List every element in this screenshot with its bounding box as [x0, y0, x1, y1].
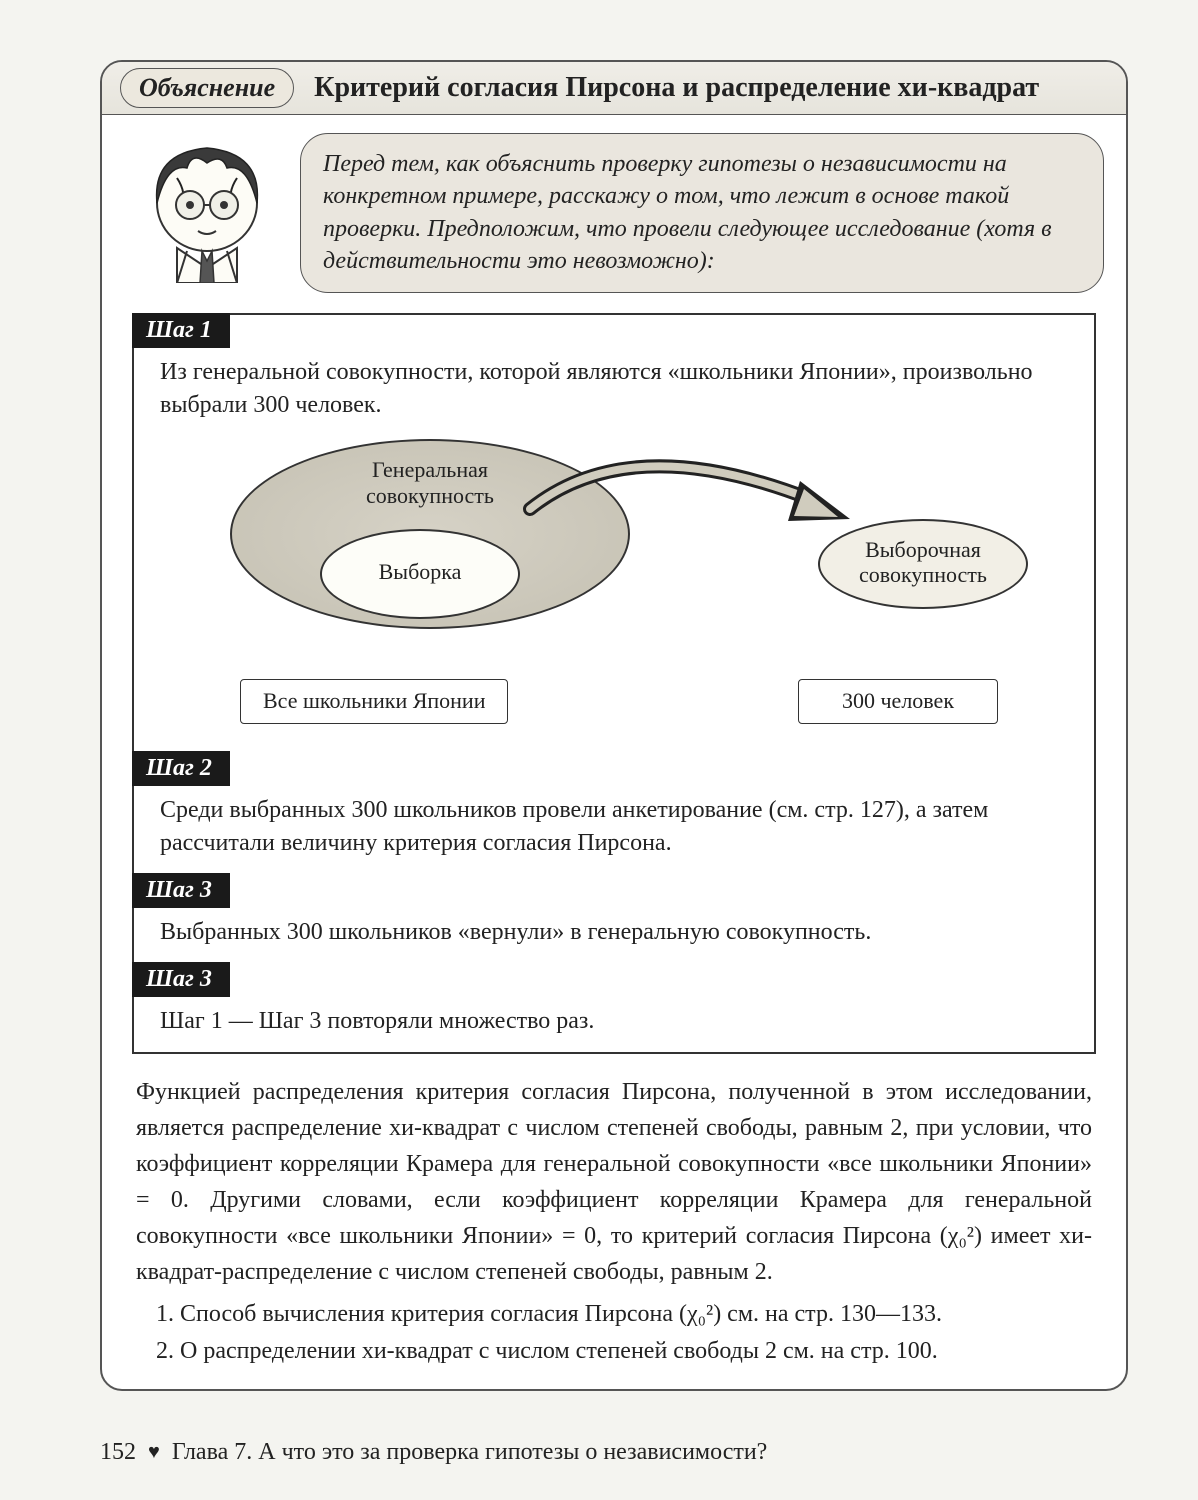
page-frame: Объяснение Критерий согласия Пирсона и р… — [100, 60, 1128, 1391]
explain-pill: Объяснение — [120, 68, 294, 108]
manga-character-icon — [132, 133, 282, 283]
intro-row: Перед тем, как объяснить проверку гипоте… — [102, 115, 1126, 299]
step-3b: Шаг 3 Шаг 1 — Шаг 3 повторяли множество … — [134, 964, 1094, 1053]
step-1-body: Из генеральной совокупности, которой явл… — [160, 359, 1033, 419]
footnote-2: 2. О распределении хи-квадрат с числом с… — [156, 1333, 1092, 1370]
footnote-1: 1. Способ вычисления критерия согласия П… — [156, 1296, 1092, 1333]
chapter-title: Глава 7. А что это за проверка гипотезы … — [172, 1439, 767, 1466]
steps-box: Шаг 1 Из генеральной совокупности, котор… — [132, 313, 1096, 1055]
step-3a: Шаг 3 Выбранных 300 школьников «вернули»… — [134, 875, 1094, 964]
character-avatar — [132, 133, 282, 283]
step-2-text: Среди выбранных 300 школьников провели а… — [134, 786, 1094, 875]
sample-ellipse: Выборка — [320, 529, 520, 619]
footnotes: 1. Способ вычисления критерия согласия П… — [102, 1294, 1126, 1388]
step-3a-text: Выбранных 300 школьников «вернули» в ген… — [134, 908, 1094, 964]
sampling-diagram: Генеральная совокупность Выборка Выбороч… — [160, 429, 1068, 739]
step-1: Шаг 1 Из генеральной совокупности, котор… — [134, 315, 1094, 753]
page-number: 152 — [100, 1439, 136, 1466]
step-tag-3a: Шаг 3 — [132, 873, 230, 908]
speech-bubble: Перед тем, как объяснить проверку гипоте… — [300, 133, 1104, 293]
step-tag-2: Шаг 2 — [132, 751, 230, 786]
heart-icon: ♥ — [148, 1441, 160, 1464]
header-bar: Объяснение Критерий согласия Пирсона и р… — [102, 62, 1126, 115]
page-footer: 152 ♥ Глава 7. А что это за проверка гип… — [100, 1439, 767, 1466]
explanation-paragraph: Функцией распределения критерия согласия… — [102, 1064, 1126, 1294]
step-3b-text: Шаг 1 — Шаг 3 повторяли множество раз. — [134, 997, 1094, 1053]
page-title: Критерий согласия Пирсона и распределени… — [304, 64, 1049, 112]
population-box-label: Все школьники Японии — [240, 679, 508, 724]
sample-box-label: 300 человек — [798, 679, 998, 724]
step-tag-1: Шаг 1 — [132, 313, 230, 348]
step-1-text: Из генеральной совокупности, которой явл… — [134, 348, 1094, 753]
sample-set-ellipse: Выборочная совокупность — [818, 519, 1028, 609]
step-2: Шаг 2 Среди выбранных 300 школьников про… — [134, 753, 1094, 875]
step-tag-3b: Шаг 3 — [132, 962, 230, 997]
